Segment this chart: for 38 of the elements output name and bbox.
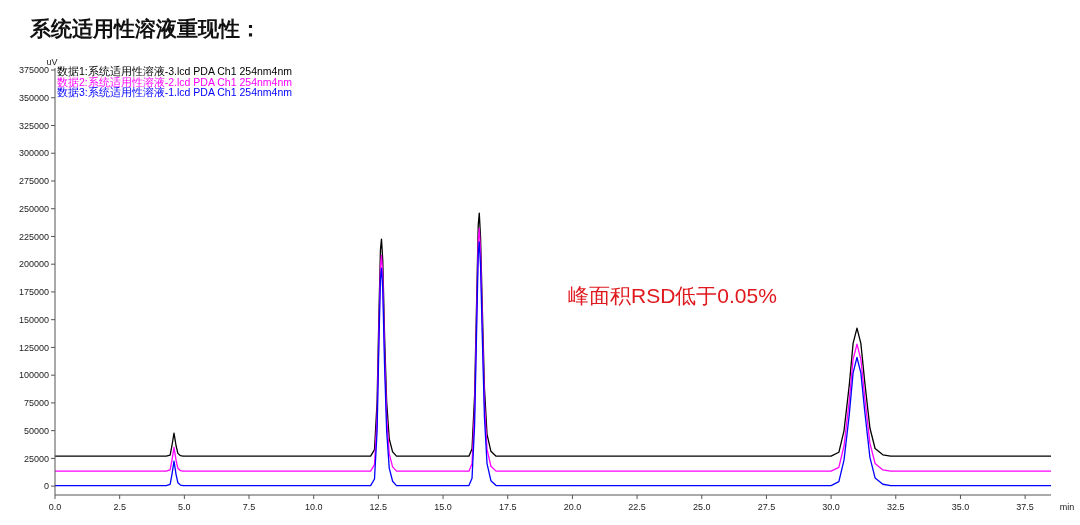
y-tick-label: 250000 [18,203,49,214]
y-tick-label: 25000 [23,453,49,464]
x-tick-label: 17.5 [498,502,517,512]
y-tick-label: 125000 [18,342,49,353]
x-tick-label: 7.5 [242,502,256,512]
x-tick-label: 25.0 [692,502,711,512]
x-tick-label: 5.0 [178,502,191,512]
x-tick-label: 37.5 [1016,502,1034,512]
x-tick-label: 15.0 [434,502,452,512]
x-tick-label: 30.0 [822,502,840,512]
x-tick-label: 2.5 [113,502,126,512]
y-tick-label: 75000 [23,398,49,409]
y-tick-label: 325000 [18,120,49,131]
y-tick-label: 350000 [18,92,49,103]
x-tick-label: 22.5 [628,502,646,512]
x-tick-label: 12.5 [369,502,388,512]
y-tick-label: 200000 [18,259,49,270]
chart-title: 系统适用性溶液重现性： [29,17,261,40]
y-axis-title: uV [46,57,58,67]
x-tick-label: 10.0 [304,502,323,512]
x-tick-label: 20.0 [563,502,582,512]
y-tick-label: 100000 [18,370,49,381]
y-tick-label: 300000 [18,148,49,159]
y-tick-label: 275000 [18,176,49,187]
x-tick-label: 35.0 [951,502,970,512]
y-tick-label: 150000 [18,314,49,325]
y-tick-label: 175000 [18,287,49,298]
y-tick-label: 375000 [18,65,49,76]
y-tick-label: 225000 [18,231,49,242]
x-tick-label: 32.5 [887,502,905,512]
y-tick-label: 50000 [23,425,49,436]
text: 数据3:系统适用性溶液-1.lcd PDA Ch1 254nm4nm [57,86,293,98]
x-tick-label: 0.0 [48,502,62,512]
annotation: 峰面积RSD低于0.05% [568,284,777,307]
x-tick-label: 27.5 [757,502,776,512]
text: 数据1:系统适用性溶液-3.lcd PDA Ch1 254nm4nm [57,65,293,77]
y-tick-label: 0 [43,481,49,492]
x-axis-title: min [1059,502,1075,512]
